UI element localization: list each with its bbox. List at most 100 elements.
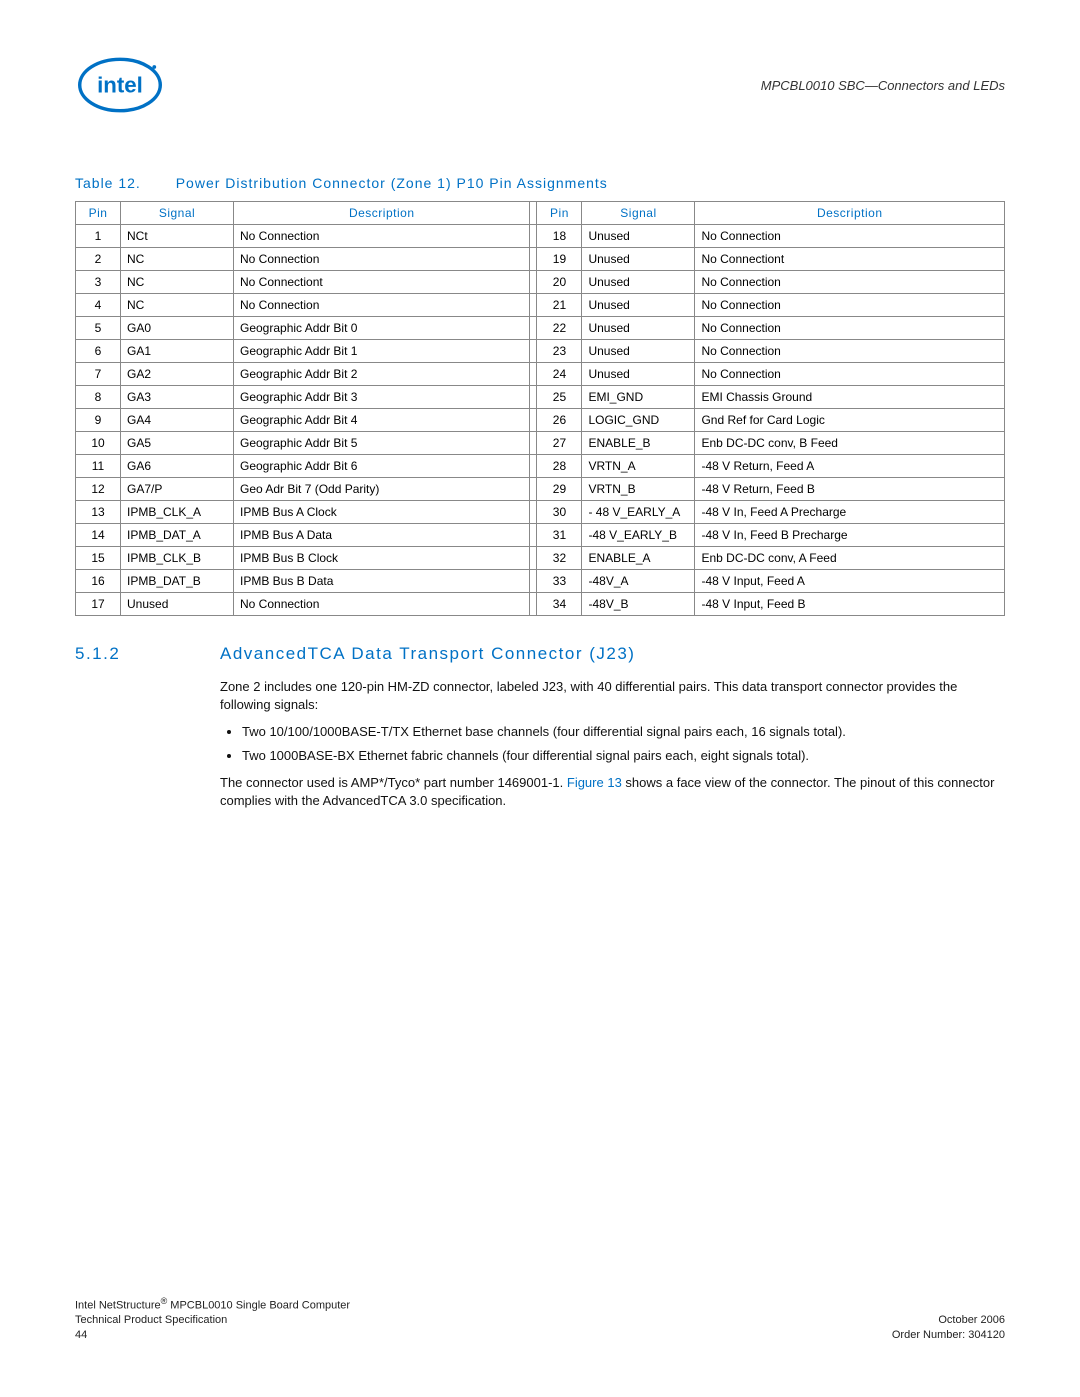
table-cell: No Connection [695,225,1005,248]
table-cell: - 48 V_EARLY_A [582,501,695,524]
table-cell: No Connectiont [234,271,530,294]
table-cell [530,501,537,524]
table-cell: No Connection [695,294,1005,317]
table-row: 6GA1Geographic Addr Bit 123UnusedNo Conn… [76,340,1005,363]
col-signal: Signal [121,202,234,225]
table-row: 11GA6Geographic Addr Bit 628VRTN_A-48 V … [76,455,1005,478]
table-row: 16IPMB_DAT_BIPMB Bus B Data33-48V_A-48 V… [76,570,1005,593]
table-cell: 6 [76,340,121,363]
table-cell [530,570,537,593]
table-cell: IPMB Bus A Clock [234,501,530,524]
table-cell: No Connection [695,363,1005,386]
table-cell: Geographic Addr Bit 1 [234,340,530,363]
table-cell: No Connection [234,593,530,616]
table-row: 10GA5Geographic Addr Bit 527ENABLE_BEnb … [76,432,1005,455]
header-doc-ref: MPCBL0010 SBC—Connectors and LEDs [761,78,1005,93]
col-description: Description [695,202,1005,225]
table-cell: 9 [76,409,121,432]
table-label: Table 12. [75,175,141,191]
table-cell [530,225,537,248]
section-number: 5.1.2 [75,644,220,664]
table-cell: 17 [76,593,121,616]
table-row: 8GA3Geographic Addr Bit 325EMI_GNDEMI Ch… [76,386,1005,409]
section-para-2: The connector used is AMP*/Tyco* part nu… [220,774,1005,809]
table-cell: No Connection [234,248,530,271]
table-cell: ENABLE_A [582,547,695,570]
table-cell: No Connection [234,225,530,248]
page-footer: Intel NetStructure® MPCBL0010 Single Boa… [75,1296,1005,1342]
table-cell [530,386,537,409]
table-cell [530,593,537,616]
svg-text:intel: intel [97,73,143,98]
section-para-1: Zone 2 includes one 120-pin HM-ZD connec… [220,678,1005,713]
table-row: 2NCNo Connection19UnusedNo Connectiont [76,248,1005,271]
table-cell: 5 [76,317,121,340]
table-row: 9GA4Geographic Addr Bit 426LOGIC_GNDGnd … [76,409,1005,432]
table-cell: IPMB_DAT_A [121,524,234,547]
table-cell: 19 [537,248,582,271]
table-cell [530,524,537,547]
table-cell: IPMB Bus A Data [234,524,530,547]
table-cell: Geographic Addr Bit 2 [234,363,530,386]
table-cell: Unused [582,248,695,271]
table-cell: GA5 [121,432,234,455]
table-cell: Unused [582,317,695,340]
table-cell: GA1 [121,340,234,363]
table-cell: 7 [76,363,121,386]
table-cell: 20 [537,271,582,294]
table-row: 3NCNo Connectiont20UnusedNo Connection [76,271,1005,294]
table-cell [530,478,537,501]
table-cell: GA6 [121,455,234,478]
table-cell: Unused [582,294,695,317]
table-cell: 4 [76,294,121,317]
page-header: intel MPCBL0010 SBC—Connectors and LEDs [75,55,1005,115]
table-cell: -48 V Input, Feed A [695,570,1005,593]
table-cell: VRTN_B [582,478,695,501]
bullet-item: Two 10/100/1000BASE-T/TX Ethernet base c… [242,723,1005,741]
table-cell: EMI Chassis Ground [695,386,1005,409]
table-cell: ENABLE_B [582,432,695,455]
table-row: 15IPMB_CLK_BIPMB Bus B Clock32ENABLE_AEn… [76,547,1005,570]
table-cell: Unused [582,363,695,386]
table-cell: No Connection [695,271,1005,294]
table-cell: NC [121,248,234,271]
table-cell: 30 [537,501,582,524]
table-row: 7GA2Geographic Addr Bit 224UnusedNo Conn… [76,363,1005,386]
table-cell: NC [121,271,234,294]
table-cell [530,294,537,317]
table-cell: IPMB_CLK_A [121,501,234,524]
table-title: Power Distribution Connector (Zone 1) P1… [176,175,608,191]
table-cell: -48 V Return, Feed A [695,455,1005,478]
table-row: 13IPMB_CLK_AIPMB Bus A Clock30- 48 V_EAR… [76,501,1005,524]
table-cell: -48 V In, Feed A Precharge [695,501,1005,524]
table-cell: GA3 [121,386,234,409]
table-cell: Gnd Ref for Card Logic [695,409,1005,432]
table-cell: 28 [537,455,582,478]
table-cell: -48 V Return, Feed B [695,478,1005,501]
table-cell: -48 V_EARLY_B [582,524,695,547]
table-cell: Unused [582,225,695,248]
bullet-item: Two 1000BASE-BX Ethernet fabric channels… [242,747,1005,765]
table-cell: 12 [76,478,121,501]
table-cell: -48V_A [582,570,695,593]
table-cell [530,409,537,432]
table-cell [530,248,537,271]
table-cell: 33 [537,570,582,593]
table-cell: GA7/P [121,478,234,501]
table-header-row: Pin Signal Description Pin Signal Descri… [76,202,1005,225]
table-cell: 11 [76,455,121,478]
table-cell: 15 [76,547,121,570]
table-cell: EMI_GND [582,386,695,409]
table-cell: Enb DC-DC conv, A Feed [695,547,1005,570]
table-cell: Geographic Addr Bit 6 [234,455,530,478]
table-cell: IPMB Bus B Clock [234,547,530,570]
table-cell: 24 [537,363,582,386]
table-cell: No Connection [234,294,530,317]
table-cell: 21 [537,294,582,317]
col-pin: Pin [537,202,582,225]
table-cell: 14 [76,524,121,547]
table-row: 4NCNo Connection21UnusedNo Connection [76,294,1005,317]
table-cell: 27 [537,432,582,455]
figure-ref[interactable]: Figure 13 [567,775,622,790]
table-cell: 18 [537,225,582,248]
